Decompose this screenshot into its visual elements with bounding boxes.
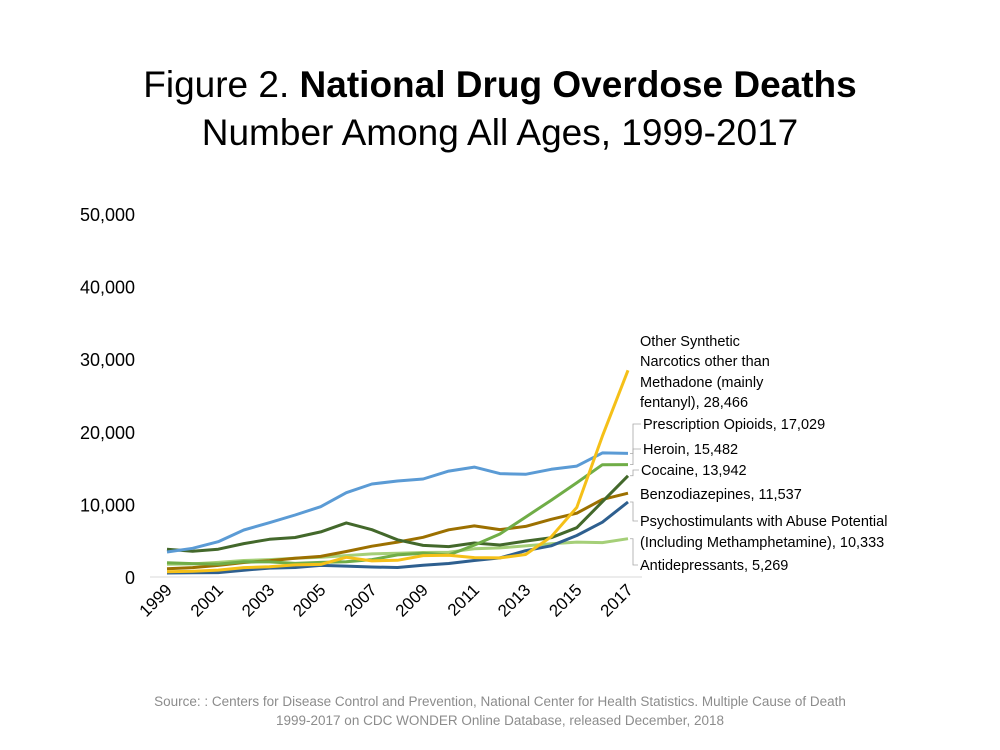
x-tick-label: 2017 (597, 580, 637, 620)
series-label: Antidepressants, 5,269 (640, 558, 788, 574)
series-label: Prescription Opioids, 17,029 (643, 417, 825, 433)
x-tick-label: 2015 (545, 580, 585, 620)
series-label: Other Synthetic (640, 334, 740, 350)
series-line (166, 463, 629, 566)
label-leader-line (630, 448, 641, 466)
series-label: fentanyl), 28,466 (640, 395, 748, 411)
series-label: (Including Methamphetamine), 10,333 (640, 535, 884, 551)
chart-subtitle: Number Among All Ages, 1999-2017 (201, 112, 799, 153)
series-label: Cocaine, 13,942 (641, 463, 747, 479)
x-tick-label: 2011 (444, 580, 483, 619)
series-label: Methadone (mainly (640, 375, 764, 391)
x-tick-label: 1999 (136, 580, 176, 620)
y-tick-label: 30,000 (80, 350, 135, 370)
series-line (166, 500, 629, 575)
title-main: National Drug Overdose Deaths (299, 64, 857, 105)
x-tick-label: 2007 (341, 580, 381, 620)
y-tick-label: 0 (125, 568, 135, 588)
y-tick-label: 10,000 (80, 495, 135, 515)
label-leader-line (630, 501, 638, 522)
label-leader-line (630, 423, 641, 454)
label-leader-line (630, 538, 638, 566)
chart-title: Figure 2. National Drug Overdose Deaths (0, 64, 1000, 106)
series-line (166, 369, 630, 574)
x-tick-label: 2009 (392, 580, 432, 620)
x-tick-label: 2003 (238, 580, 278, 620)
x-tick-label: 2005 (289, 580, 329, 620)
title-prefix: Figure 2. (143, 64, 300, 105)
source-line-2: 1999-2017 on CDC WONDER Online Database,… (276, 713, 724, 728)
series-label: Narcotics other than (640, 354, 770, 370)
x-tick-label: 2001 (187, 580, 227, 620)
series-line (166, 491, 629, 571)
y-tick-label: 40,000 (80, 278, 135, 298)
x-tick-label: 2013 (494, 580, 534, 620)
series-line (166, 451, 629, 554)
source-line-1: Source: : Centers for Disease Control an… (154, 694, 846, 709)
y-tick-label: 50,000 (80, 205, 135, 225)
series-label: Heroin, 15,482 (643, 442, 738, 458)
series-label: Psychostimulants with Abuse Potential (640, 514, 887, 530)
source-note: Source: : Centers for Disease Control an… (0, 692, 1000, 730)
series-line (166, 474, 630, 553)
series-label: Benzodiazepines, 11,537 (640, 487, 802, 503)
label-leader-line (630, 469, 639, 477)
y-tick-label: 20,000 (80, 423, 135, 443)
